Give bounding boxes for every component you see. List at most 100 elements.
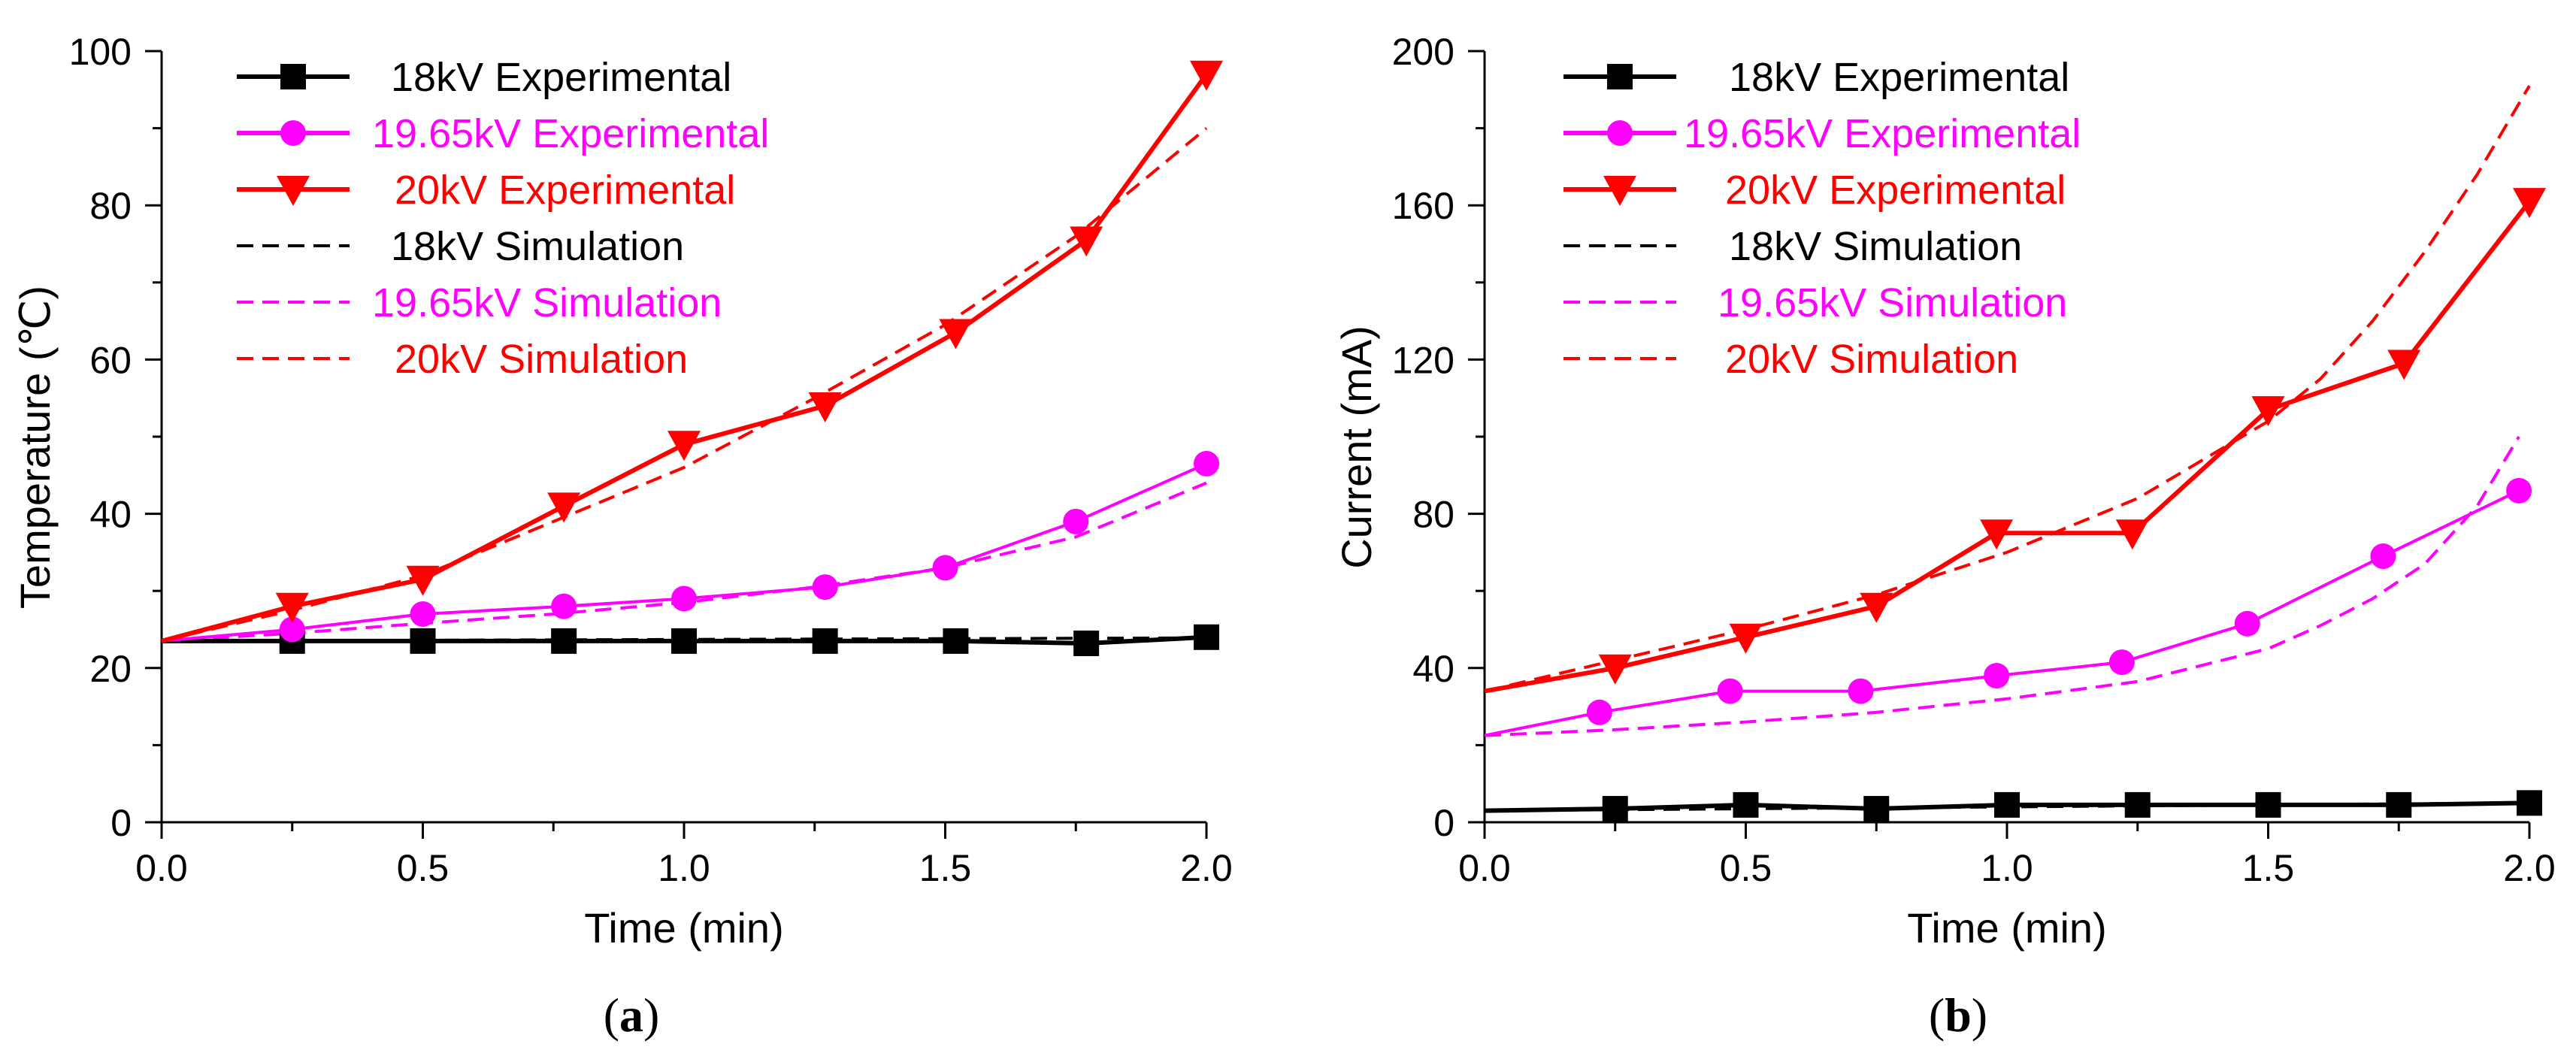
y-tick-label: 80: [1412, 494, 1454, 536]
data-point: [2115, 519, 2149, 550]
panel-b: 0.0 0.5 1.0 1.5 2.0 0 40 80 120 160 200 Time (min) C…: [1333, 31, 2556, 1042]
y-tick-label: 20: [89, 648, 132, 690]
series-line: [161, 462, 1207, 643]
data-point: [2255, 791, 2281, 818]
x-tick-label: 1.5: [2242, 847, 2295, 889]
x-tick-label: 0.5: [397, 847, 450, 889]
data-point: [812, 628, 838, 654]
data-point: [1070, 226, 1103, 257]
data-point: [1860, 592, 1893, 623]
data-point: [2513, 188, 2546, 219]
series-line: [1484, 435, 2520, 737]
data-point: [1602, 796, 1628, 822]
legend-marker: [1607, 64, 1633, 89]
data-point: [279, 616, 305, 643]
y-tick-label: 40: [1412, 648, 1454, 690]
legend-marker: [280, 64, 306, 89]
legend-marker: [1603, 176, 1636, 206]
legend-marker: [1607, 120, 1633, 146]
data-point: [1980, 519, 2014, 550]
data-point: [939, 319, 973, 349]
series-line: [1484, 200, 2532, 694]
x-tick-label: 0.0: [1458, 847, 1511, 889]
data-point: [2506, 477, 2532, 504]
data-point: [1733, 791, 1759, 818]
x-tick-label: 2.0: [2503, 847, 2556, 889]
panel-label: (a): [604, 988, 660, 1042]
legend-label: 18kV Simulation: [391, 224, 684, 269]
data-point: [1729, 623, 1763, 654]
data-point: [812, 574, 838, 601]
y-tick-label: 100: [69, 31, 132, 73]
data-point: [275, 592, 309, 623]
data-point: [547, 492, 581, 523]
x-tick-label: 1.0: [1981, 847, 2033, 889]
legend-label: 20kV Experimental: [395, 168, 735, 213]
data-point: [667, 431, 701, 461]
x-tick-label: 1.5: [919, 847, 972, 889]
legend-marker: [277, 176, 310, 206]
data-point: [1598, 654, 1632, 685]
data-point: [1848, 678, 1874, 704]
panel-label: (b): [1929, 988, 1987, 1042]
data-point: [406, 565, 440, 596]
data-point: [1194, 624, 1219, 650]
data-point: [671, 585, 697, 612]
data-point: [1073, 630, 1100, 656]
data-point: [410, 601, 436, 627]
y-axis-title: Current (mA): [1333, 325, 1380, 569]
x-axis-title: Time (min): [1907, 904, 2106, 952]
data-point: [1194, 450, 1219, 477]
legend-label: 18kV Simulation: [1729, 224, 2022, 269]
panel-a: 0.0 0.5 1.0 1.5 2.0 0 20 40 60 80 100 Time (min) Tem…: [11, 31, 1233, 1042]
data-point: [808, 392, 842, 422]
data-point: [2387, 349, 2421, 380]
data-point: [1586, 699, 1612, 725]
legend-label: 19.65kV Experimental: [1684, 111, 2081, 156]
series-line: [161, 481, 1207, 643]
data-point: [2251, 396, 2285, 427]
legend-label: 20kV Simulation: [1725, 337, 2018, 382]
y-tick-label: 200: [1392, 31, 1454, 73]
legend-label: 19.65kV Simulation: [372, 280, 722, 325]
x-axis-title: Time (min): [584, 904, 783, 952]
x-tick-label: 1.0: [658, 847, 710, 889]
y-tick-label: 0: [110, 802, 132, 844]
y-tick-label: 80: [89, 185, 132, 227]
data-point: [943, 628, 969, 654]
data-point: [2386, 791, 2412, 818]
legend-label: 18kV Experimental: [391, 55, 731, 100]
data-point: [410, 628, 436, 654]
data-point: [1190, 60, 1223, 91]
legend-marker: [280, 120, 306, 146]
data-point: [2124, 791, 2151, 818]
series-line: [1484, 85, 2531, 693]
legend-label: 20kV Experimental: [1725, 168, 2066, 213]
y-tick-label: 60: [89, 339, 132, 381]
data-point: [1984, 663, 2010, 689]
y-tick-label: 160: [1392, 185, 1454, 227]
y-tick-label: 0: [1433, 802, 1454, 844]
legend-label: 19.65kV Experimental: [372, 111, 769, 156]
legend-label: 19.65kV Simulation: [1718, 280, 2067, 325]
data-point: [1717, 678, 1743, 704]
x-tick-label: 2.0: [1180, 847, 1233, 889]
data-point: [671, 628, 697, 654]
legend-label: 18kV Experimental: [1729, 55, 2069, 100]
data-point: [1863, 796, 1890, 822]
data-point: [2370, 543, 2396, 570]
data-point: [1063, 508, 1089, 534]
y-tick-label: 40: [89, 494, 132, 536]
x-tick-label: 0.5: [1720, 847, 1772, 889]
legend-label: 20kV Simulation: [395, 337, 688, 382]
data-point: [1994, 791, 2020, 818]
y-tick-label: 120: [1392, 339, 1454, 381]
data-point: [932, 555, 958, 581]
data-point: [551, 593, 577, 619]
data-point: [2108, 649, 2135, 676]
data-point: [2234, 610, 2260, 637]
data-point: [551, 628, 577, 654]
y-axis-title: Temperature (℃): [11, 286, 59, 609]
data-point: [2517, 790, 2542, 816]
